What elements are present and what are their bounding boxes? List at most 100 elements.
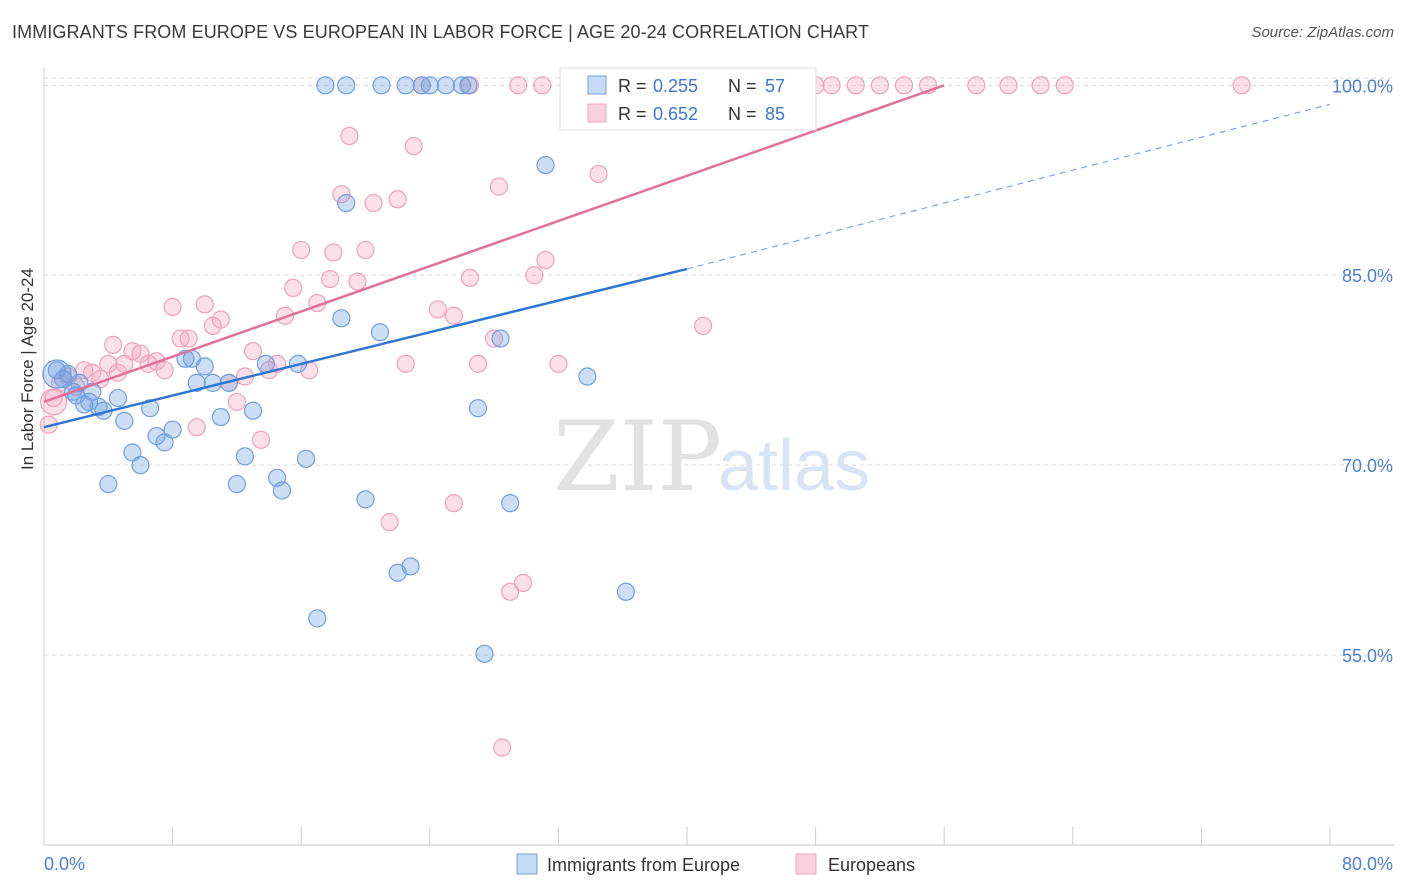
point-immigrants [256,354,275,373]
point-europeans [822,76,841,95]
legend-swatch-blue [587,75,607,95]
point-immigrants [99,475,118,494]
point-europeans [894,76,914,95]
point-immigrants [47,361,66,380]
point-europeans [163,297,182,316]
point-immigrants [115,411,134,430]
legend-r-value-1: 0.255 [653,76,698,96]
y-tick-label: 100.0% [1332,76,1393,96]
point-europeans [1055,76,1074,95]
point-europeans [284,278,303,298]
point-immigrants [578,367,597,386]
point-europeans [179,329,198,348]
point-europeans [428,300,447,319]
watermark-atlas: atlas [718,426,870,506]
point-europeans [404,136,423,156]
x-tick-label-min: 0.0% [44,854,85,874]
legend-r-label-1: R = [618,76,647,96]
point-immigrants [337,193,356,213]
point-europeans [460,268,480,287]
point-immigrants [140,399,160,418]
legend-r-label-2: R = [618,104,647,124]
point-europeans [468,354,488,373]
point-immigrants [616,582,636,601]
point-europeans [549,354,568,373]
point-immigrants [79,392,99,411]
point-immigrants [163,420,182,439]
point-europeans [509,76,528,95]
point-immigrants [459,76,478,95]
point-europeans [380,513,399,532]
point-immigrants [536,155,555,175]
point-immigrants [203,373,222,392]
point-europeans [693,316,713,335]
point-immigrants [108,388,128,408]
legend-top: R = 0.255 N = 57 R = 0.652 N = 85 [559,67,817,131]
legend-r-value-2: 0.652 [653,104,698,124]
point-europeans [536,250,555,270]
point-europeans [967,76,986,95]
point-europeans [187,418,206,437]
point-immigrants [356,490,375,509]
source-credit: Source: ZipAtlas.com [1251,24,1394,41]
legend-n-label-2: N = [728,104,757,124]
trend-line-europeans [43,84,945,404]
tick-labels: 55.0% 70.0% 85.0% 100.0% 0.0% 80.0% [44,76,1393,874]
point-immigrants [187,373,206,392]
watermark-zip: ZIP [553,401,722,513]
point-europeans [485,329,504,348]
point-immigrants [131,456,150,475]
point-immigrants [401,557,420,576]
point-europeans [444,306,464,325]
legend-n-value-2: 85 [765,104,785,124]
y-tick-label: 85.0% [1342,266,1393,286]
point-europeans [251,430,271,449]
point-immigrants [337,76,356,95]
point-europeans [227,392,246,411]
axes [43,68,1395,846]
point-europeans [332,185,351,204]
point-europeans [1232,76,1251,95]
legend-bottom-swatch-blue [516,853,538,875]
legend-swatch-pink [587,103,607,123]
y-tick-label: 70.0% [1342,456,1393,476]
point-europeans [364,193,383,213]
legend-bottom-swatch-pink [795,853,817,875]
point-immigrants [372,76,391,95]
point-europeans [489,177,509,196]
point-immigrants [211,407,230,427]
trend-line-immigrants-projection [686,103,1331,270]
point-europeans [348,272,367,291]
point-immigrants [272,481,292,500]
legend-n-value-1: 57 [765,76,785,96]
point-immigrants [475,644,494,663]
point-europeans [444,494,464,513]
point-immigrants [227,475,246,494]
point-europeans [533,76,552,95]
point-europeans [340,126,359,146]
legend-bottom: Immigrants from Europe Europeans [516,853,915,875]
point-europeans [870,76,890,95]
trend-lines [43,84,1331,429]
point-europeans [321,269,340,289]
legend-bottom-label-europeans: Europeans [828,855,915,875]
point-immigrants [436,76,455,95]
point-europeans [1031,76,1050,95]
point-immigrants [370,323,390,342]
point-immigrants [491,329,510,348]
point-immigrants [468,399,488,418]
point-europeans [195,295,214,314]
point-europeans [589,164,608,184]
point-immigrants [420,76,439,95]
point-europeans [292,240,311,260]
point-europeans [243,342,263,361]
point-europeans [324,243,343,262]
point-europeans [493,738,512,757]
point-europeans [211,310,230,329]
point-immigrants [316,76,335,95]
x-tick-label-max: 80.0% [1342,854,1393,874]
y-tick-label: 55.0% [1342,646,1393,666]
point-europeans [155,361,174,380]
point-europeans [501,582,520,601]
